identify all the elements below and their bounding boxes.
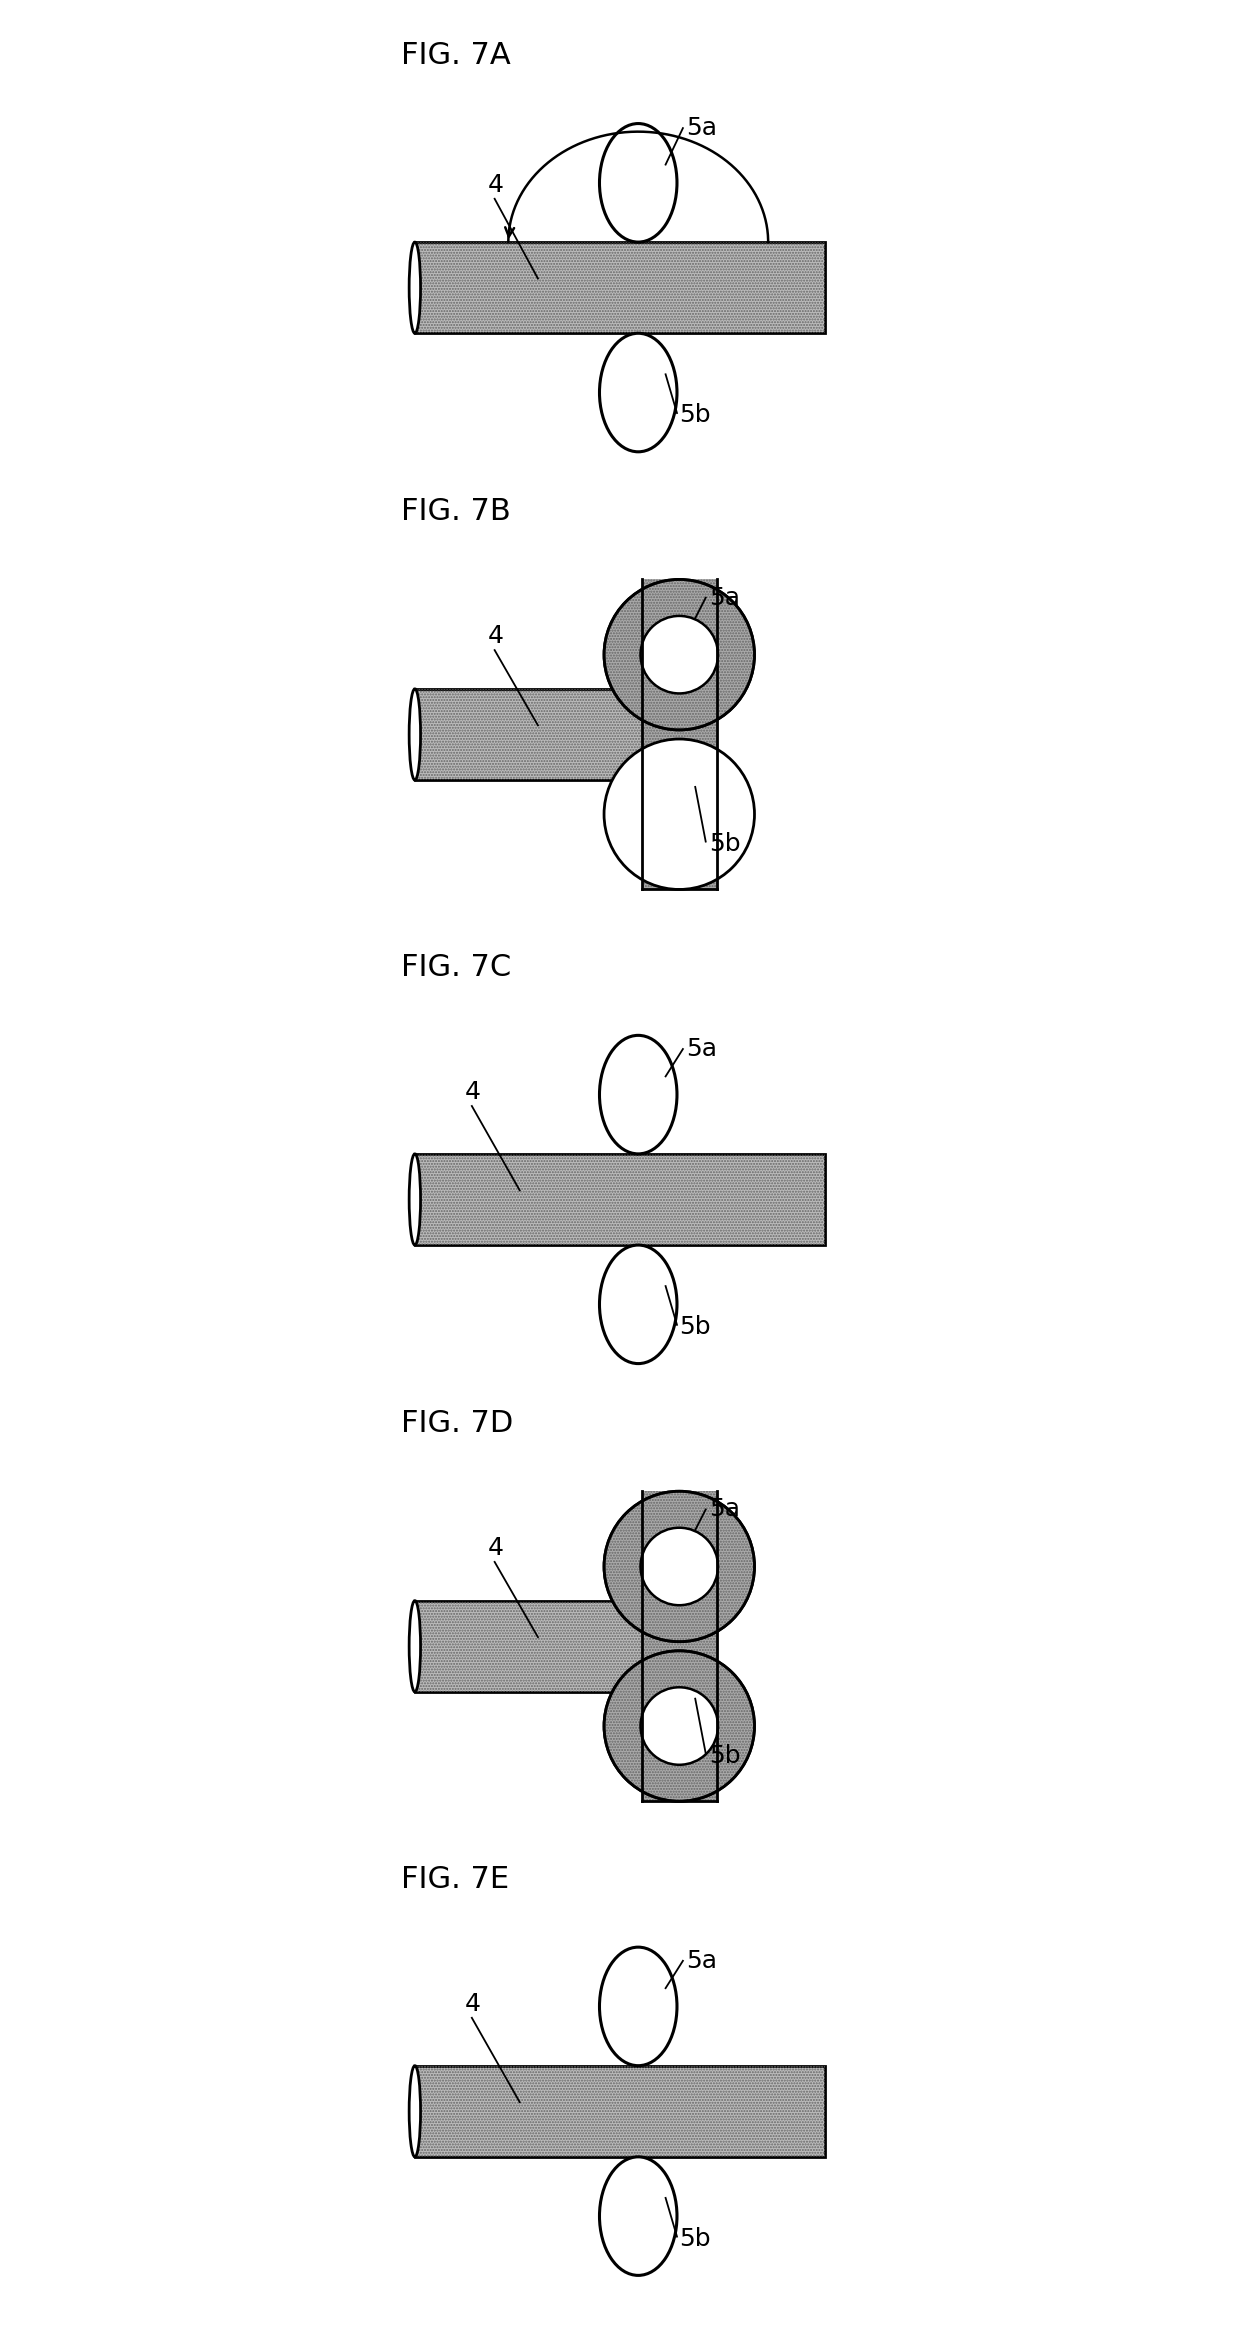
Text: 5a: 5a <box>709 1498 740 1521</box>
Bar <box>415 242 825 333</box>
Text: 4: 4 <box>465 1079 481 1105</box>
Ellipse shape <box>599 123 677 242</box>
Text: 5a: 5a <box>709 586 740 609</box>
Circle shape <box>641 616 718 693</box>
Text: 5b: 5b <box>709 833 740 856</box>
Circle shape <box>604 740 754 889</box>
Circle shape <box>604 1651 754 1800</box>
Bar <box>415 2065 825 2156</box>
Ellipse shape <box>599 2156 677 2275</box>
Ellipse shape <box>409 2065 420 2156</box>
Bar <box>641 1491 717 1800</box>
Circle shape <box>604 579 754 730</box>
Bar <box>415 1154 825 1244</box>
Text: FIG. 7E: FIG. 7E <box>402 1865 510 1893</box>
Text: FIG. 7C: FIG. 7C <box>402 954 511 982</box>
Text: 4: 4 <box>487 172 503 195</box>
Ellipse shape <box>599 1244 677 1363</box>
Bar <box>415 688 652 779</box>
Bar <box>415 242 825 333</box>
Bar <box>415 2065 825 2156</box>
Circle shape <box>641 1686 718 1765</box>
Text: 5a: 5a <box>686 116 717 140</box>
Bar <box>415 1600 652 1691</box>
Bar <box>641 579 717 889</box>
Circle shape <box>641 1528 718 1605</box>
Ellipse shape <box>409 688 420 779</box>
Text: 5a: 5a <box>686 1949 717 1972</box>
Text: 5b: 5b <box>680 402 711 428</box>
Ellipse shape <box>409 1600 420 1691</box>
Ellipse shape <box>599 333 677 451</box>
Text: 5b: 5b <box>709 1744 740 1768</box>
Text: 5b: 5b <box>680 1314 711 1340</box>
Text: FIG. 7B: FIG. 7B <box>402 498 511 526</box>
Ellipse shape <box>409 242 420 333</box>
Ellipse shape <box>599 1947 677 2065</box>
Bar <box>415 1600 652 1691</box>
Bar <box>415 688 652 779</box>
Bar <box>641 579 717 889</box>
Text: 4: 4 <box>487 623 503 649</box>
Bar <box>415 1154 825 1244</box>
Ellipse shape <box>409 1154 420 1244</box>
Text: 4: 4 <box>465 1991 481 2017</box>
Ellipse shape <box>599 1035 677 1154</box>
Text: 4: 4 <box>487 1535 503 1561</box>
Text: FIG. 7D: FIG. 7D <box>402 1410 513 1437</box>
Circle shape <box>604 1491 754 1642</box>
Bar <box>641 1491 717 1800</box>
Text: 5b: 5b <box>680 2226 711 2252</box>
Text: FIG. 7A: FIG. 7A <box>402 42 511 70</box>
Text: 5a: 5a <box>686 1037 717 1061</box>
